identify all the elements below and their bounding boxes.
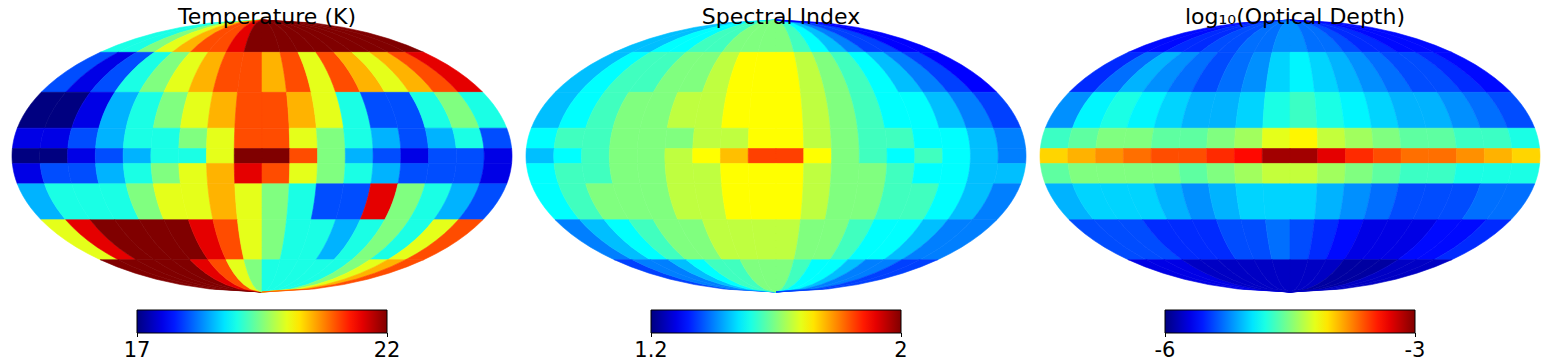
svg-text:2: 2 bbox=[894, 338, 907, 362]
svg-text:Spectral Index: Spectral Index bbox=[702, 4, 860, 29]
svg-text:log₁₀(Optical Depth): log₁₀(Optical Depth) bbox=[1185, 4, 1405, 29]
svg-text:22: 22 bbox=[374, 338, 401, 362]
svg-text:1.2: 1.2 bbox=[634, 338, 667, 362]
svg-text:17: 17 bbox=[124, 338, 151, 362]
svg-text:-3: -3 bbox=[1405, 338, 1426, 362]
svg-text:-6: -6 bbox=[1155, 338, 1176, 362]
svg-text:Temperature (K): Temperature (K) bbox=[177, 4, 356, 29]
